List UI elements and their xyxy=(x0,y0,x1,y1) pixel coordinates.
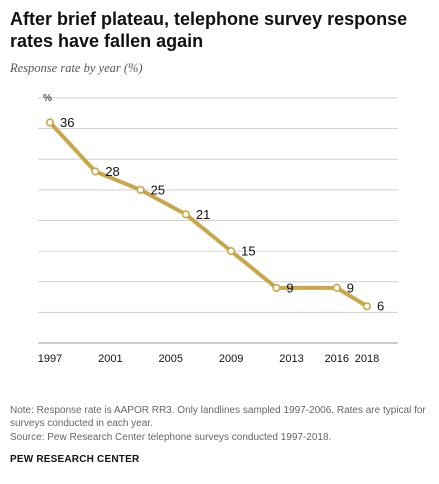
data-label: 36 xyxy=(60,115,74,130)
data-point xyxy=(332,283,341,292)
x-tick-label: 2016 xyxy=(325,353,349,365)
chart-source: Source: Pew Research Center telephone su… xyxy=(10,432,332,443)
series-response-rate xyxy=(45,118,372,311)
x-tick-label: 2001 xyxy=(98,353,122,365)
data-point xyxy=(362,302,372,311)
data-labels: 36 28 25 21 15 9 9 6 xyxy=(60,115,384,314)
x-tick-label: 2013 xyxy=(279,353,303,365)
data-point xyxy=(181,210,190,219)
data-point xyxy=(227,247,236,256)
x-tick-label: 2005 xyxy=(159,353,183,365)
data-label: 9 xyxy=(286,280,293,295)
data-label: 28 xyxy=(105,164,119,179)
response-rate-line-chart: % 36 28 25 21 15 9 9 6 1997 2001 2005 2009 2013 2016… xyxy=(38,93,398,365)
x-tick-label: 2018 xyxy=(355,353,379,365)
data-point xyxy=(136,185,145,194)
chart-subtitle: Response rate by year (%) xyxy=(10,61,143,75)
data-label: 9 xyxy=(347,280,354,295)
data-label: 15 xyxy=(241,244,255,259)
data-point xyxy=(272,283,281,292)
x-tick-label: 2009 xyxy=(219,353,243,365)
chart-note: Note: Response rate is AAPOR RR3. Only l… xyxy=(10,405,426,429)
x-tick-labels: 1997 2001 2005 2009 2013 2016 2018 xyxy=(38,353,379,365)
data-point xyxy=(45,118,55,127)
data-label: 25 xyxy=(151,182,165,197)
brand-logo-text: PEW RESEARCH CENTER xyxy=(10,454,140,465)
data-point xyxy=(91,167,100,176)
axes: % xyxy=(38,93,398,344)
chart-title: After brief plateau, telephone survey re… xyxy=(10,9,408,51)
data-label: 21 xyxy=(196,207,210,222)
data-label: 6 xyxy=(377,299,384,314)
series-line xyxy=(48,120,369,309)
gridlines xyxy=(38,97,398,313)
y-unit-label: % xyxy=(43,93,52,104)
x-tick-label: 1997 xyxy=(38,353,62,365)
